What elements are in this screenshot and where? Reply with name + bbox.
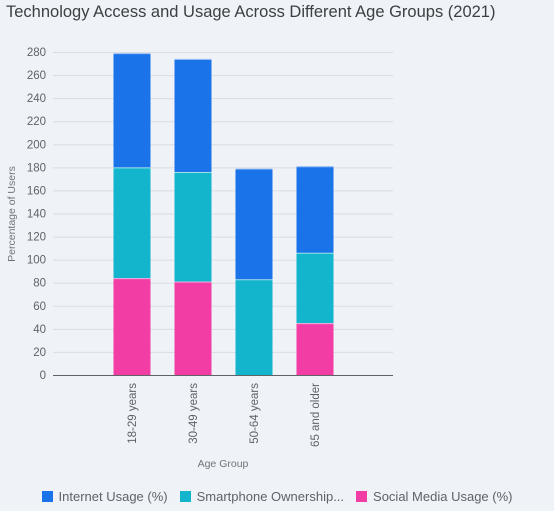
y-tick-label: 200	[27, 139, 46, 151]
y-tick-label: 60	[33, 301, 46, 313]
chart-title: Technology Access and Usage Across Diffe…	[6, 3, 496, 21]
x-axis-title: Age Group	[198, 458, 249, 470]
legend-label: Smartphone Ownership...	[196, 489, 345, 504]
bar-segment[interactable]	[235, 168, 273, 280]
bar-segment[interactable]	[113, 53, 151, 168]
legend-item[interactable]: Smartphone Ownership...	[179, 489, 345, 504]
bar-segment[interactable]	[174, 171, 212, 282]
y-tick-label: 220	[27, 116, 46, 128]
y-tick-label: 40	[33, 324, 46, 336]
legend-label: Social Media Usage (%)	[373, 489, 513, 504]
y-tick-label: 240	[27, 93, 46, 105]
y-tick-label: 180	[27, 162, 46, 174]
legend-swatch	[179, 491, 191, 502]
y-axis-title: Percentage of Users	[6, 166, 18, 262]
x-tick-label: 30-49 years	[188, 383, 200, 444]
bar-segment[interactable]	[296, 166, 334, 253]
y-axis-ticks: 0 20 40 60 80 100 120 140 160 180 200 220 240 260 280	[27, 47, 46, 382]
bar-segment[interactable]	[296, 323, 334, 375]
legend: Internet Usage (%) Smartphone Ownership..…	[0, 489, 554, 504]
bar-segment[interactable]	[113, 167, 151, 279]
x-tick-label: 50-64 years	[249, 383, 261, 444]
legend-swatch	[41, 491, 53, 502]
x-tick-label: 65 and older	[310, 383, 322, 447]
y-tick-label: 80	[33, 278, 46, 290]
y-tick-label: 0	[40, 370, 46, 382]
y-tick-label: 100	[27, 255, 46, 267]
x-tick-label: 18-29 years	[127, 383, 139, 444]
x-axis-ticks: 18-29 years 30-49 years 50-64 years 65 and …	[127, 383, 322, 447]
y-tick-label: 20	[33, 347, 46, 359]
bar-segment[interactable]	[174, 58, 212, 172]
bar-segment[interactable]	[296, 252, 334, 324]
bar-segment[interactable]	[235, 279, 273, 375]
legend-item[interactable]: Internet Usage (%)	[41, 489, 168, 504]
legend-item[interactable]: Social Media Usage (%)	[356, 489, 512, 504]
y-tick-label: 120	[27, 232, 46, 244]
bar-segment[interactable]	[113, 278, 151, 375]
legend-swatch	[356, 491, 368, 502]
legend-label: Internet Usage (%)	[58, 489, 168, 504]
bars	[113, 53, 334, 375]
y-tick-label: 160	[27, 185, 46, 197]
y-tick-label: 140	[27, 209, 46, 221]
y-tick-label: 280	[27, 47, 46, 59]
y-tick-label: 260	[27, 70, 46, 82]
bar-segment[interactable]	[174, 281, 212, 375]
gridlines	[53, 52, 393, 353]
chart-plot-area: 020406080100120140160180200220240260280 …	[6, 47, 393, 470]
